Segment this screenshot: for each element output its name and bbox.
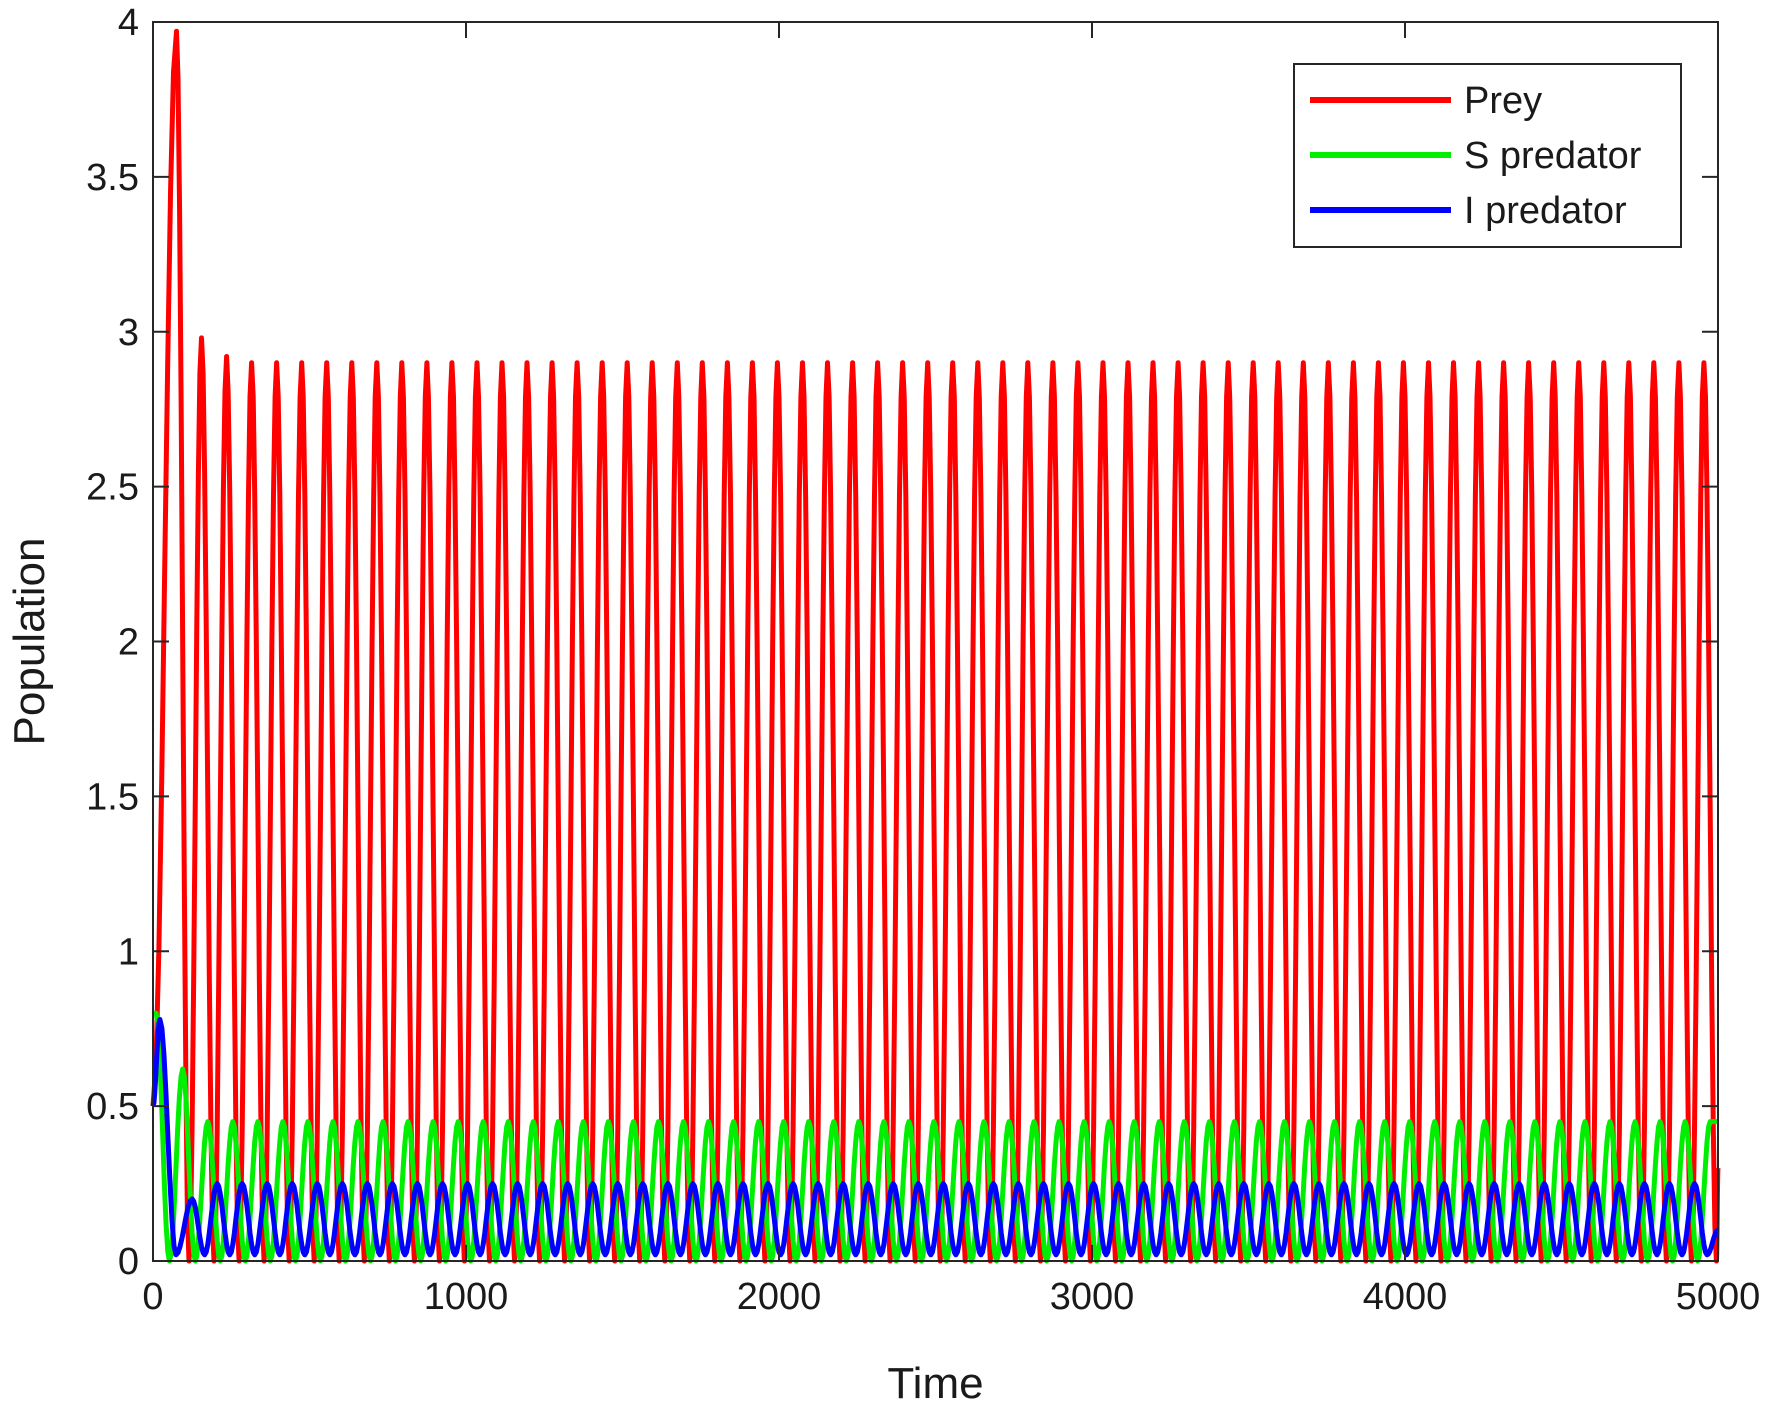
y-tick-label: 4: [118, 2, 139, 44]
y-tick-label: 3.5: [86, 157, 139, 199]
y-tick-label: 1: [118, 931, 139, 973]
series-line-s-predator: [150, 1010, 1720, 1264]
series-layer: [150, 28, 1721, 1264]
y-tick-label: 0.5: [86, 1086, 139, 1128]
ticks-layer: 0 1000 2000 3000 4000 5000 0 0.5 1 1.5 2 2.5 3 3.5 4: [86, 2, 1760, 1318]
x-axis-label: Time: [887, 1359, 983, 1404]
legend-label-prey: Prey: [1464, 80, 1542, 122]
legend-label-i-predator: I predator: [1464, 190, 1627, 232]
series-line-i-predator: [150, 1016, 1720, 1258]
legend: Prey S predator I predator: [1293, 63, 1682, 248]
y-axis-label: Population: [5, 538, 54, 746]
x-tick-label: 1000: [424, 1276, 509, 1318]
y-tick-label: 0: [118, 1241, 139, 1283]
x-tick-label: 0: [142, 1276, 163, 1318]
x-tick-label: 4000: [1363, 1276, 1448, 1318]
x-tick-label: 3000: [1050, 1276, 1135, 1318]
y-tick-label: 2.5: [86, 467, 139, 509]
y-tick-label: 1.5: [86, 776, 139, 818]
x-tick-label: 2000: [737, 1276, 822, 1318]
x-tick-label: 5000: [1676, 1276, 1761, 1318]
legend-label-s-predator: S predator: [1464, 135, 1642, 177]
y-tick-label: 2: [118, 622, 139, 664]
y-tick-label: 3: [118, 312, 139, 354]
